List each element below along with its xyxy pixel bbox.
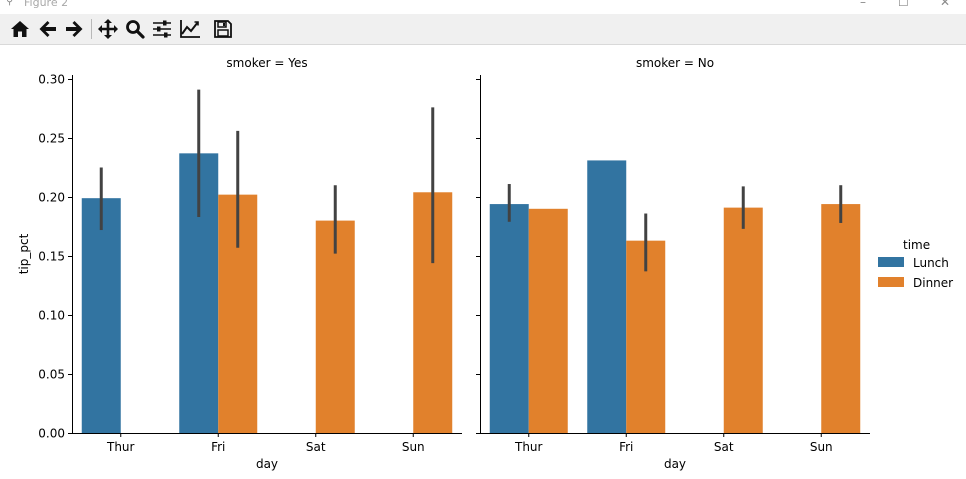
x-axis-label: day [664,457,686,471]
home-icon [11,21,29,37]
title-bar: ⚲ Figure 2 – ☐ ✕ [0,0,966,14]
app-icon: ⚲ [6,0,14,7]
y-tick-label: 0.10 [38,309,65,323]
bar-lunch-thur [489,204,529,433]
maximize-button[interactable]: ☐ [898,0,909,9]
y-tick-label: 0.20 [38,191,65,205]
facet-smoker-yes: smoker = Yes 0.00 0.05 0.10 0.15 0.20 0.25 0.3… [38,56,462,471]
minimize-button[interactable]: – [860,0,866,9]
legend-label-dinner: Dinner [913,276,953,290]
zoom-button[interactable] [123,18,147,40]
y-tick-label: 0.05 [38,368,65,382]
y-tick-label: 0.30 [38,73,65,87]
configure-subplots-icon [153,20,171,38]
x-tick-label: Sat [714,440,734,454]
navigation-toolbar [0,14,966,45]
legend-swatch-lunch [878,257,904,267]
home-button[interactable] [8,18,32,40]
x-tick-label: Fri [619,440,633,454]
bar-dinner-sat [723,207,763,433]
facet-title: smoker = Yes [226,56,307,70]
x-tick-label: Fri [211,440,225,454]
forward-button[interactable] [62,18,86,40]
bar-dinner-sun [821,204,861,433]
window-title: Figure 2 [24,0,69,9]
y-axis-label: tip_pct [17,233,31,274]
x-tick-label: Sat [306,440,326,454]
configure-subplots-button[interactable] [150,18,174,40]
legend: time Lunch Dinner [878,238,953,290]
x-tick-label: Thur [106,440,135,454]
close-button[interactable]: ✕ [940,0,951,9]
legend-title: time [903,238,930,252]
chart-figure: tip_pct smoker = Yes 0.00 0.05 0.10 0.15 0.2… [17,56,953,471]
save-icon [214,20,232,38]
forward-icon [66,21,83,37]
x-tick-label: Sun [402,440,425,454]
zoom-icon [126,20,145,39]
x-tick-label: Sun [810,440,833,454]
save-button[interactable] [211,18,235,40]
bar-lunch-thur [81,198,121,433]
back-button[interactable] [36,18,60,40]
pan-button[interactable] [96,18,120,40]
bar-dinner-fri [626,240,666,433]
x-tick-label: Thur [514,440,543,454]
bar-lunch-fri [587,160,627,434]
legend-label-lunch: Lunch [913,256,949,270]
y-tick-label: 0.00 [38,427,65,441]
y-tick-label: 0.25 [38,132,65,146]
x-axis-label: day [256,457,278,471]
facet-title: smoker = No [636,56,714,70]
legend-swatch-dinner [878,277,904,287]
bar-dinner-thur [528,208,568,433]
facet-smoker-no: smoker = No Thur Fri Sat Sun day [476,56,870,471]
toolbar-separator [91,19,92,39]
edit-axis-icon [180,20,200,38]
pan-icon [98,19,118,39]
bar-dinner-sat [315,220,355,433]
y-tick-label: 0.15 [38,250,65,264]
edit-axis-button[interactable] [178,18,202,40]
back-icon [39,21,56,37]
